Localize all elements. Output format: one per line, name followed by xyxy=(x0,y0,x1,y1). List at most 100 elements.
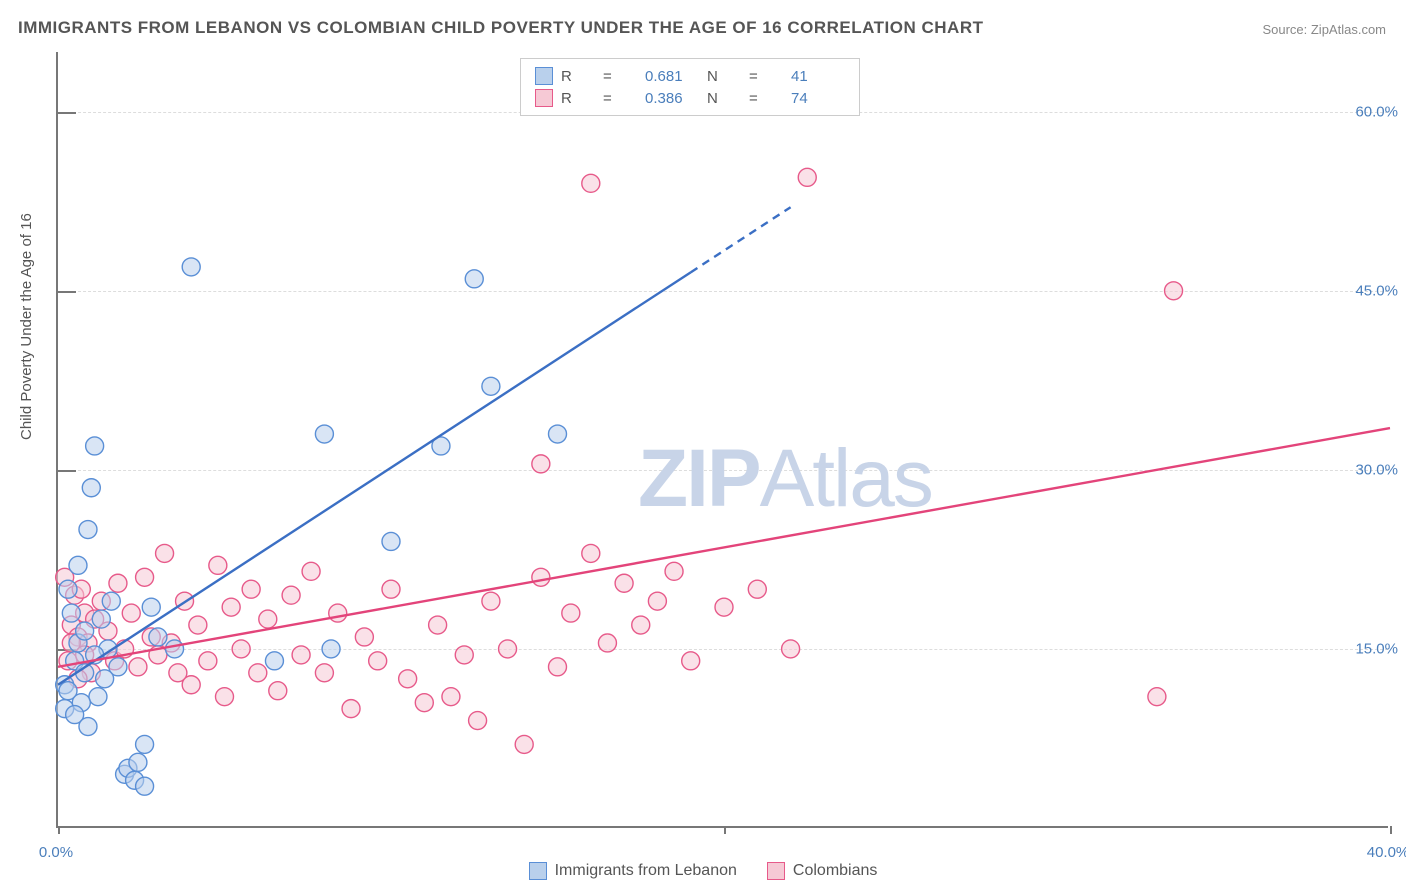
eq: = xyxy=(603,68,637,85)
scatter-point-lebanon xyxy=(129,753,147,771)
scatter-point-colombians xyxy=(782,640,800,658)
r-label: R xyxy=(561,68,595,85)
swatch-colombians xyxy=(767,862,785,880)
scatter-point-lebanon xyxy=(92,610,110,628)
y-tick-label: 45.0% xyxy=(1355,282,1398,299)
scatter-point-colombians xyxy=(399,670,417,688)
scatter-point-colombians xyxy=(499,640,517,658)
scatter-point-lebanon xyxy=(382,532,400,550)
legend-series: Immigrants from Lebanon Colombians xyxy=(0,862,1406,880)
scatter-point-colombians xyxy=(122,604,140,622)
scatter-point-lebanon xyxy=(96,670,114,688)
legend-item-lebanon: Immigrants from Lebanon xyxy=(529,862,737,880)
scatter-point-colombians xyxy=(648,592,666,610)
scatter-point-colombians xyxy=(249,664,267,682)
scatter-point-lebanon xyxy=(136,735,154,753)
legend-row-lebanon: R = 0.681 N = 41 xyxy=(535,65,845,87)
scatter-point-colombians xyxy=(469,712,487,730)
scatter-point-lebanon xyxy=(322,640,340,658)
chart-title: IMMIGRANTS FROM LEBANON VS COLOMBIAN CHI… xyxy=(18,18,983,38)
scatter-point-colombians xyxy=(129,658,147,676)
y-tick-label: 30.0% xyxy=(1355,461,1398,478)
y-axis-label: Child Poverty Under the Age of 16 xyxy=(18,213,35,440)
scatter-point-colombians xyxy=(342,700,360,718)
scatter-point-colombians xyxy=(259,610,277,628)
scatter-point-colombians xyxy=(1165,282,1183,300)
x-tick-label: 40.0% xyxy=(1367,844,1406,861)
trend-line-dashed-lebanon xyxy=(691,207,791,272)
legend-label-lebanon: Immigrants from Lebanon xyxy=(555,862,737,880)
scatter-point-colombians xyxy=(665,562,683,580)
eq: = xyxy=(749,90,783,107)
x-tick xyxy=(1390,826,1392,834)
scatter-point-colombians xyxy=(562,604,580,622)
scatter-point-colombians xyxy=(442,688,460,706)
scatter-point-colombians xyxy=(282,586,300,604)
scatter-point-lebanon xyxy=(265,652,283,670)
scatter-point-colombians xyxy=(232,640,250,658)
scatter-point-lebanon xyxy=(166,640,184,658)
scatter-point-colombians xyxy=(292,646,310,664)
swatch-lebanon xyxy=(529,862,547,880)
scatter-point-lebanon xyxy=(86,437,104,455)
scatter-point-colombians xyxy=(302,562,320,580)
scatter-point-colombians xyxy=(415,694,433,712)
scatter-point-colombians xyxy=(199,652,217,670)
scatter-point-colombians xyxy=(532,455,550,473)
scatter-point-lebanon xyxy=(89,688,107,706)
watermark: ZIPAtlas xyxy=(638,432,932,526)
scatter-point-colombians xyxy=(549,658,567,676)
source-label: Source: ZipAtlas.com xyxy=(1262,22,1386,37)
x-tick xyxy=(724,826,726,834)
scatter-point-colombians xyxy=(1148,688,1166,706)
scatter-point-lebanon xyxy=(79,718,97,736)
scatter-point-lebanon xyxy=(136,777,154,795)
x-tick-label: 0.0% xyxy=(39,844,73,861)
scatter-point-colombians xyxy=(582,174,600,192)
x-tick xyxy=(58,826,60,834)
scatter-point-lebanon xyxy=(82,479,100,497)
scatter-point-colombians xyxy=(182,676,200,694)
legend-label-colombians: Colombians xyxy=(793,862,877,880)
scatter-point-lebanon xyxy=(69,556,87,574)
scatter-point-lebanon xyxy=(315,425,333,443)
scatter-point-colombians xyxy=(582,544,600,562)
eq: = xyxy=(603,90,637,107)
scatter-point-lebanon xyxy=(142,598,160,616)
scatter-point-colombians xyxy=(209,556,227,574)
scatter-point-colombians xyxy=(269,682,287,700)
scatter-point-colombians xyxy=(329,604,347,622)
r-value-colombians: 0.386 xyxy=(645,90,699,107)
eq: = xyxy=(749,68,783,85)
scatter-point-colombians xyxy=(798,168,816,186)
scatter-point-colombians xyxy=(748,580,766,598)
scatter-point-colombians xyxy=(109,574,127,592)
scatter-point-colombians xyxy=(242,580,260,598)
scatter-point-colombians xyxy=(715,598,733,616)
scatter-point-colombians xyxy=(455,646,473,664)
n-value-colombians: 74 xyxy=(791,90,845,107)
scatter-point-colombians xyxy=(222,598,240,616)
scatter-point-lebanon xyxy=(79,521,97,539)
legend-correlation: R = 0.681 N = 41 R = 0.386 N = 74 xyxy=(520,58,860,116)
scatter-point-colombians xyxy=(355,628,373,646)
legend-row-colombians: R = 0.386 N = 74 xyxy=(535,87,845,109)
scatter-point-colombians xyxy=(429,616,447,634)
scatter-point-colombians xyxy=(615,574,633,592)
y-tick-label: 60.0% xyxy=(1355,103,1398,120)
trend-line-lebanon xyxy=(58,272,691,684)
r-value-lebanon: 0.681 xyxy=(645,68,699,85)
scatter-point-colombians xyxy=(515,735,533,753)
scatter-point-colombians xyxy=(156,544,174,562)
n-label: N xyxy=(707,68,741,85)
watermark-bold: ZIP xyxy=(638,433,760,524)
scatter-point-colombians xyxy=(482,592,500,610)
scatter-point-colombians xyxy=(632,616,650,634)
scatter-point-colombians xyxy=(532,568,550,586)
n-value-lebanon: 41 xyxy=(791,68,845,85)
scatter-point-colombians xyxy=(598,634,616,652)
scatter-point-colombians xyxy=(315,664,333,682)
scatter-point-colombians xyxy=(136,568,154,586)
scatter-point-lebanon xyxy=(482,377,500,395)
y-tick-label: 15.0% xyxy=(1355,640,1398,657)
